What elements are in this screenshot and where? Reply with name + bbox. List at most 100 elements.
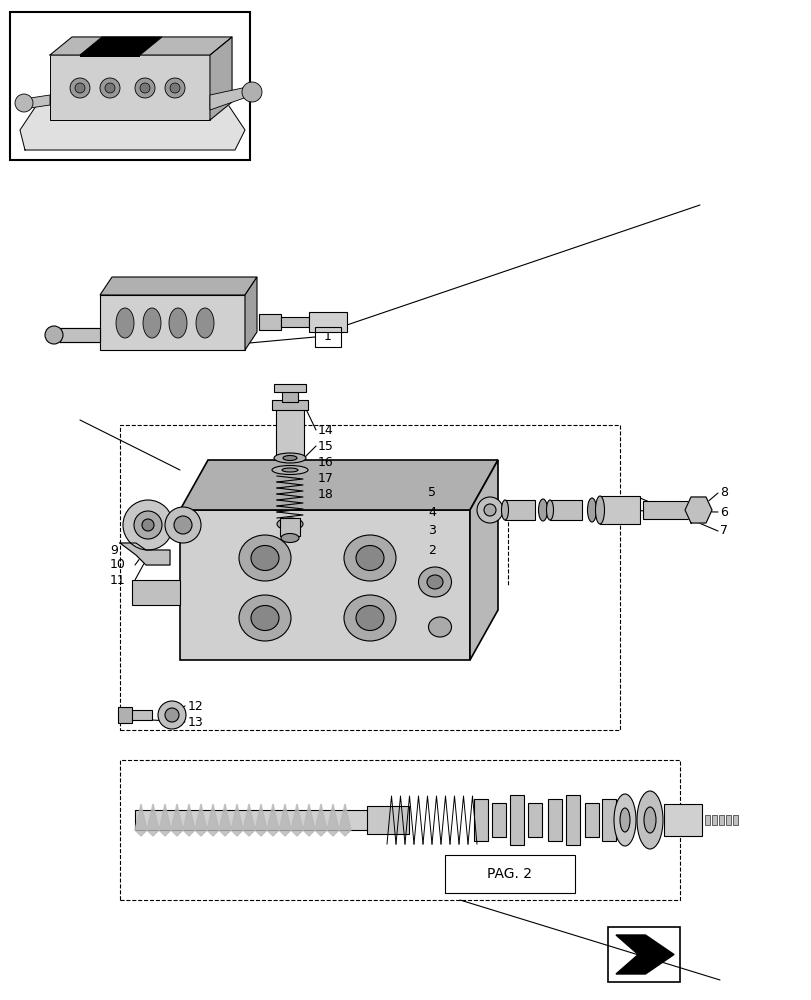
Text: 3: 3: [427, 524, 436, 538]
Bar: [491, 803, 505, 837]
Circle shape: [122, 500, 173, 550]
Polygon shape: [219, 804, 230, 836]
Circle shape: [174, 516, 191, 534]
Bar: [315, 327, 341, 347]
Ellipse shape: [636, 791, 663, 849]
Bar: [120, 425, 620, 730]
Ellipse shape: [143, 308, 161, 338]
Polygon shape: [80, 55, 139, 57]
Text: 7: 7: [719, 524, 727, 538]
Ellipse shape: [281, 468, 298, 472]
Polygon shape: [616, 935, 673, 974]
Bar: [601, 799, 616, 841]
Circle shape: [135, 78, 155, 98]
Bar: [599, 496, 639, 524]
Bar: [607, 927, 679, 982]
Ellipse shape: [587, 498, 596, 522]
Circle shape: [165, 78, 185, 98]
Ellipse shape: [344, 535, 396, 581]
Ellipse shape: [538, 499, 547, 521]
Circle shape: [165, 708, 178, 722]
Polygon shape: [210, 37, 232, 120]
Polygon shape: [180, 510, 470, 660]
Text: 5: 5: [427, 487, 436, 499]
Bar: [509, 795, 523, 845]
Bar: [704, 815, 709, 825]
Polygon shape: [100, 277, 257, 295]
Ellipse shape: [251, 605, 279, 631]
Ellipse shape: [277, 518, 303, 530]
Bar: [276, 407, 303, 455]
Ellipse shape: [238, 535, 290, 581]
Polygon shape: [210, 87, 247, 110]
Bar: [725, 815, 730, 825]
Circle shape: [158, 701, 186, 729]
Polygon shape: [303, 804, 315, 836]
Circle shape: [165, 507, 201, 543]
Polygon shape: [255, 804, 267, 836]
Polygon shape: [315, 804, 327, 836]
Text: 13: 13: [188, 716, 204, 728]
Bar: [642, 501, 690, 519]
Ellipse shape: [116, 308, 134, 338]
Polygon shape: [242, 804, 255, 836]
Ellipse shape: [355, 605, 384, 631]
Bar: [10, 12, 250, 160]
Polygon shape: [267, 804, 279, 836]
Polygon shape: [50, 55, 210, 120]
Polygon shape: [230, 804, 242, 836]
Bar: [281, 317, 309, 327]
Bar: [549, 500, 581, 520]
Ellipse shape: [427, 575, 443, 589]
Text: 8: 8: [719, 487, 727, 499]
Bar: [281, 390, 298, 402]
Text: 2: 2: [427, 544, 436, 556]
Ellipse shape: [283, 456, 297, 460]
Ellipse shape: [418, 567, 451, 597]
Bar: [711, 815, 716, 825]
Polygon shape: [80, 37, 162, 55]
Ellipse shape: [546, 500, 553, 520]
Polygon shape: [327, 804, 338, 836]
Text: 11: 11: [109, 574, 126, 586]
Text: 15: 15: [318, 440, 333, 452]
Polygon shape: [290, 804, 303, 836]
Polygon shape: [132, 580, 180, 605]
Ellipse shape: [594, 496, 603, 524]
Ellipse shape: [613, 794, 635, 846]
Polygon shape: [338, 804, 350, 836]
Bar: [135, 810, 370, 830]
Ellipse shape: [281, 534, 298, 542]
Text: 9: 9: [109, 544, 118, 556]
Bar: [444, 855, 574, 893]
Ellipse shape: [344, 595, 396, 641]
Bar: [474, 799, 487, 841]
Bar: [504, 500, 534, 520]
Bar: [367, 806, 409, 834]
Polygon shape: [470, 460, 497, 660]
Ellipse shape: [643, 807, 655, 833]
Ellipse shape: [195, 308, 214, 338]
Bar: [273, 384, 306, 392]
Ellipse shape: [428, 617, 451, 637]
Text: 14: 14: [318, 424, 333, 436]
Ellipse shape: [251, 546, 279, 570]
Polygon shape: [50, 37, 232, 55]
Text: 1: 1: [324, 330, 332, 344]
Polygon shape: [684, 497, 711, 523]
Polygon shape: [207, 804, 219, 836]
Bar: [663, 804, 702, 836]
Polygon shape: [120, 543, 169, 565]
Bar: [732, 815, 737, 825]
Text: 6: 6: [719, 506, 727, 518]
Ellipse shape: [272, 466, 307, 475]
Circle shape: [139, 83, 150, 93]
Bar: [309, 312, 346, 332]
Ellipse shape: [238, 595, 290, 641]
Polygon shape: [279, 804, 290, 836]
Bar: [280, 518, 299, 536]
Polygon shape: [30, 95, 50, 108]
Circle shape: [483, 504, 496, 516]
Circle shape: [15, 94, 33, 112]
Polygon shape: [182, 804, 195, 836]
